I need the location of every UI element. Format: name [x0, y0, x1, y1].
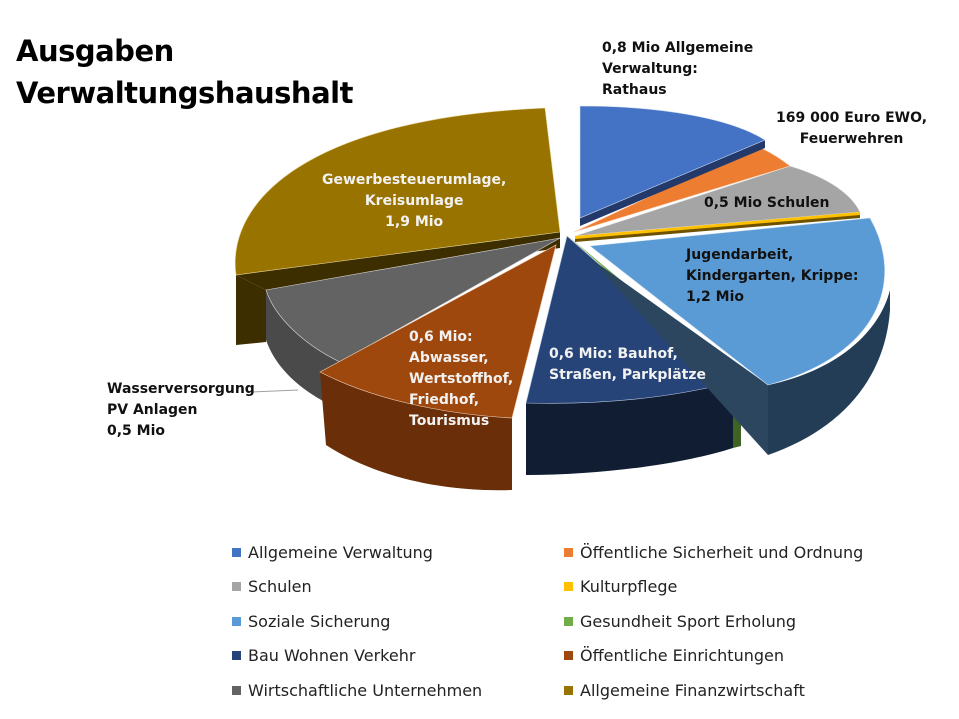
- slice-oeffentliche-einrichtungen: [319, 244, 557, 491]
- slice-allgemeine-finanzwirtschaft: [234, 107, 561, 345]
- legend-item: Allgemeine Verwaltung: [232, 540, 564, 564]
- chart-title-line-1: Ausgaben: [16, 34, 174, 68]
- slice-kulturpflege: [575, 212, 860, 239]
- label-schulen: 0,5 Mio Schulen: [704, 195, 830, 211]
- chart-legend: Allgemeine Verwaltung Öffentliche Sicher…: [232, 540, 912, 702]
- legend-swatch-icon: [564, 547, 573, 557]
- label-sicherheit: 169 000 Euro EWO, Feuerwehren: [776, 110, 928, 147]
- legend-swatch-icon: [564, 685, 573, 695]
- slice-soziale-sicherung: [589, 217, 890, 455]
- legend-swatch-icon: [564, 582, 573, 591]
- slice-allgemeine-verwaltung: [579, 105, 766, 226]
- label-allgemeine-finanzwirtschaft: Gewerbesteuerumlage, Kreisumlage 1,9 Mio: [322, 172, 507, 230]
- chart-title: Ausgaben Verwaltungshaushalt: [16, 30, 353, 114]
- legend-item: Schulen: [232, 575, 564, 599]
- legend-swatch-icon: [564, 616, 573, 626]
- legend-swatch-icon: [232, 582, 241, 591]
- legend-item: Öffentliche Einrichtungen: [564, 644, 904, 668]
- label-soziale-sicherung: Jugendarbeit, Kindergarten, Krippe: 1,2 …: [686, 247, 859, 305]
- legend-swatch-icon: [564, 651, 573, 660]
- label-allgemeine-verwaltung: 0,8 Mio Allgemeine Verwaltung: Rathaus: [602, 40, 754, 98]
- legend-item: Allgemeine Finanzwirtschaft: [564, 678, 904, 702]
- legend-item: Soziale Sicherung: [232, 609, 564, 633]
- label-bau-wohnen-verkehr: 0,6 Mio: Bauhof, Straßen, Parkplätze: [549, 346, 707, 383]
- legend-swatch-icon: [232, 651, 241, 660]
- legend-swatch-icon: [232, 685, 241, 695]
- chart-title-line-2: Verwaltungshaushalt: [16, 76, 353, 110]
- legend-item: Öffentliche Sicherheit und Ordnung: [564, 540, 904, 564]
- leader-line: [251, 389, 299, 393]
- legend-swatch-icon: [232, 616, 241, 626]
- legend-item: Wirtschaftliche Unternehmen: [232, 678, 564, 702]
- legend-item: Gesundheit Sport Erholung: [564, 609, 904, 633]
- label-oeffentliche-einrichtungen: 0,6 Mio: Abwasser, Wertstoffhof, Friedho…: [409, 329, 514, 429]
- legend-item: Kulturpflege: [564, 575, 904, 599]
- slice-bau-wohnen-verkehr: [525, 235, 734, 475]
- legend-swatch-icon: [232, 547, 241, 557]
- label-wirtschaftliche-unternehmen: Wasserversorgung PV Anlagen 0,5 Mio: [107, 381, 255, 439]
- pie-chart: [234, 105, 890, 491]
- legend-item: Bau Wohnen Verkehr: [232, 644, 564, 668]
